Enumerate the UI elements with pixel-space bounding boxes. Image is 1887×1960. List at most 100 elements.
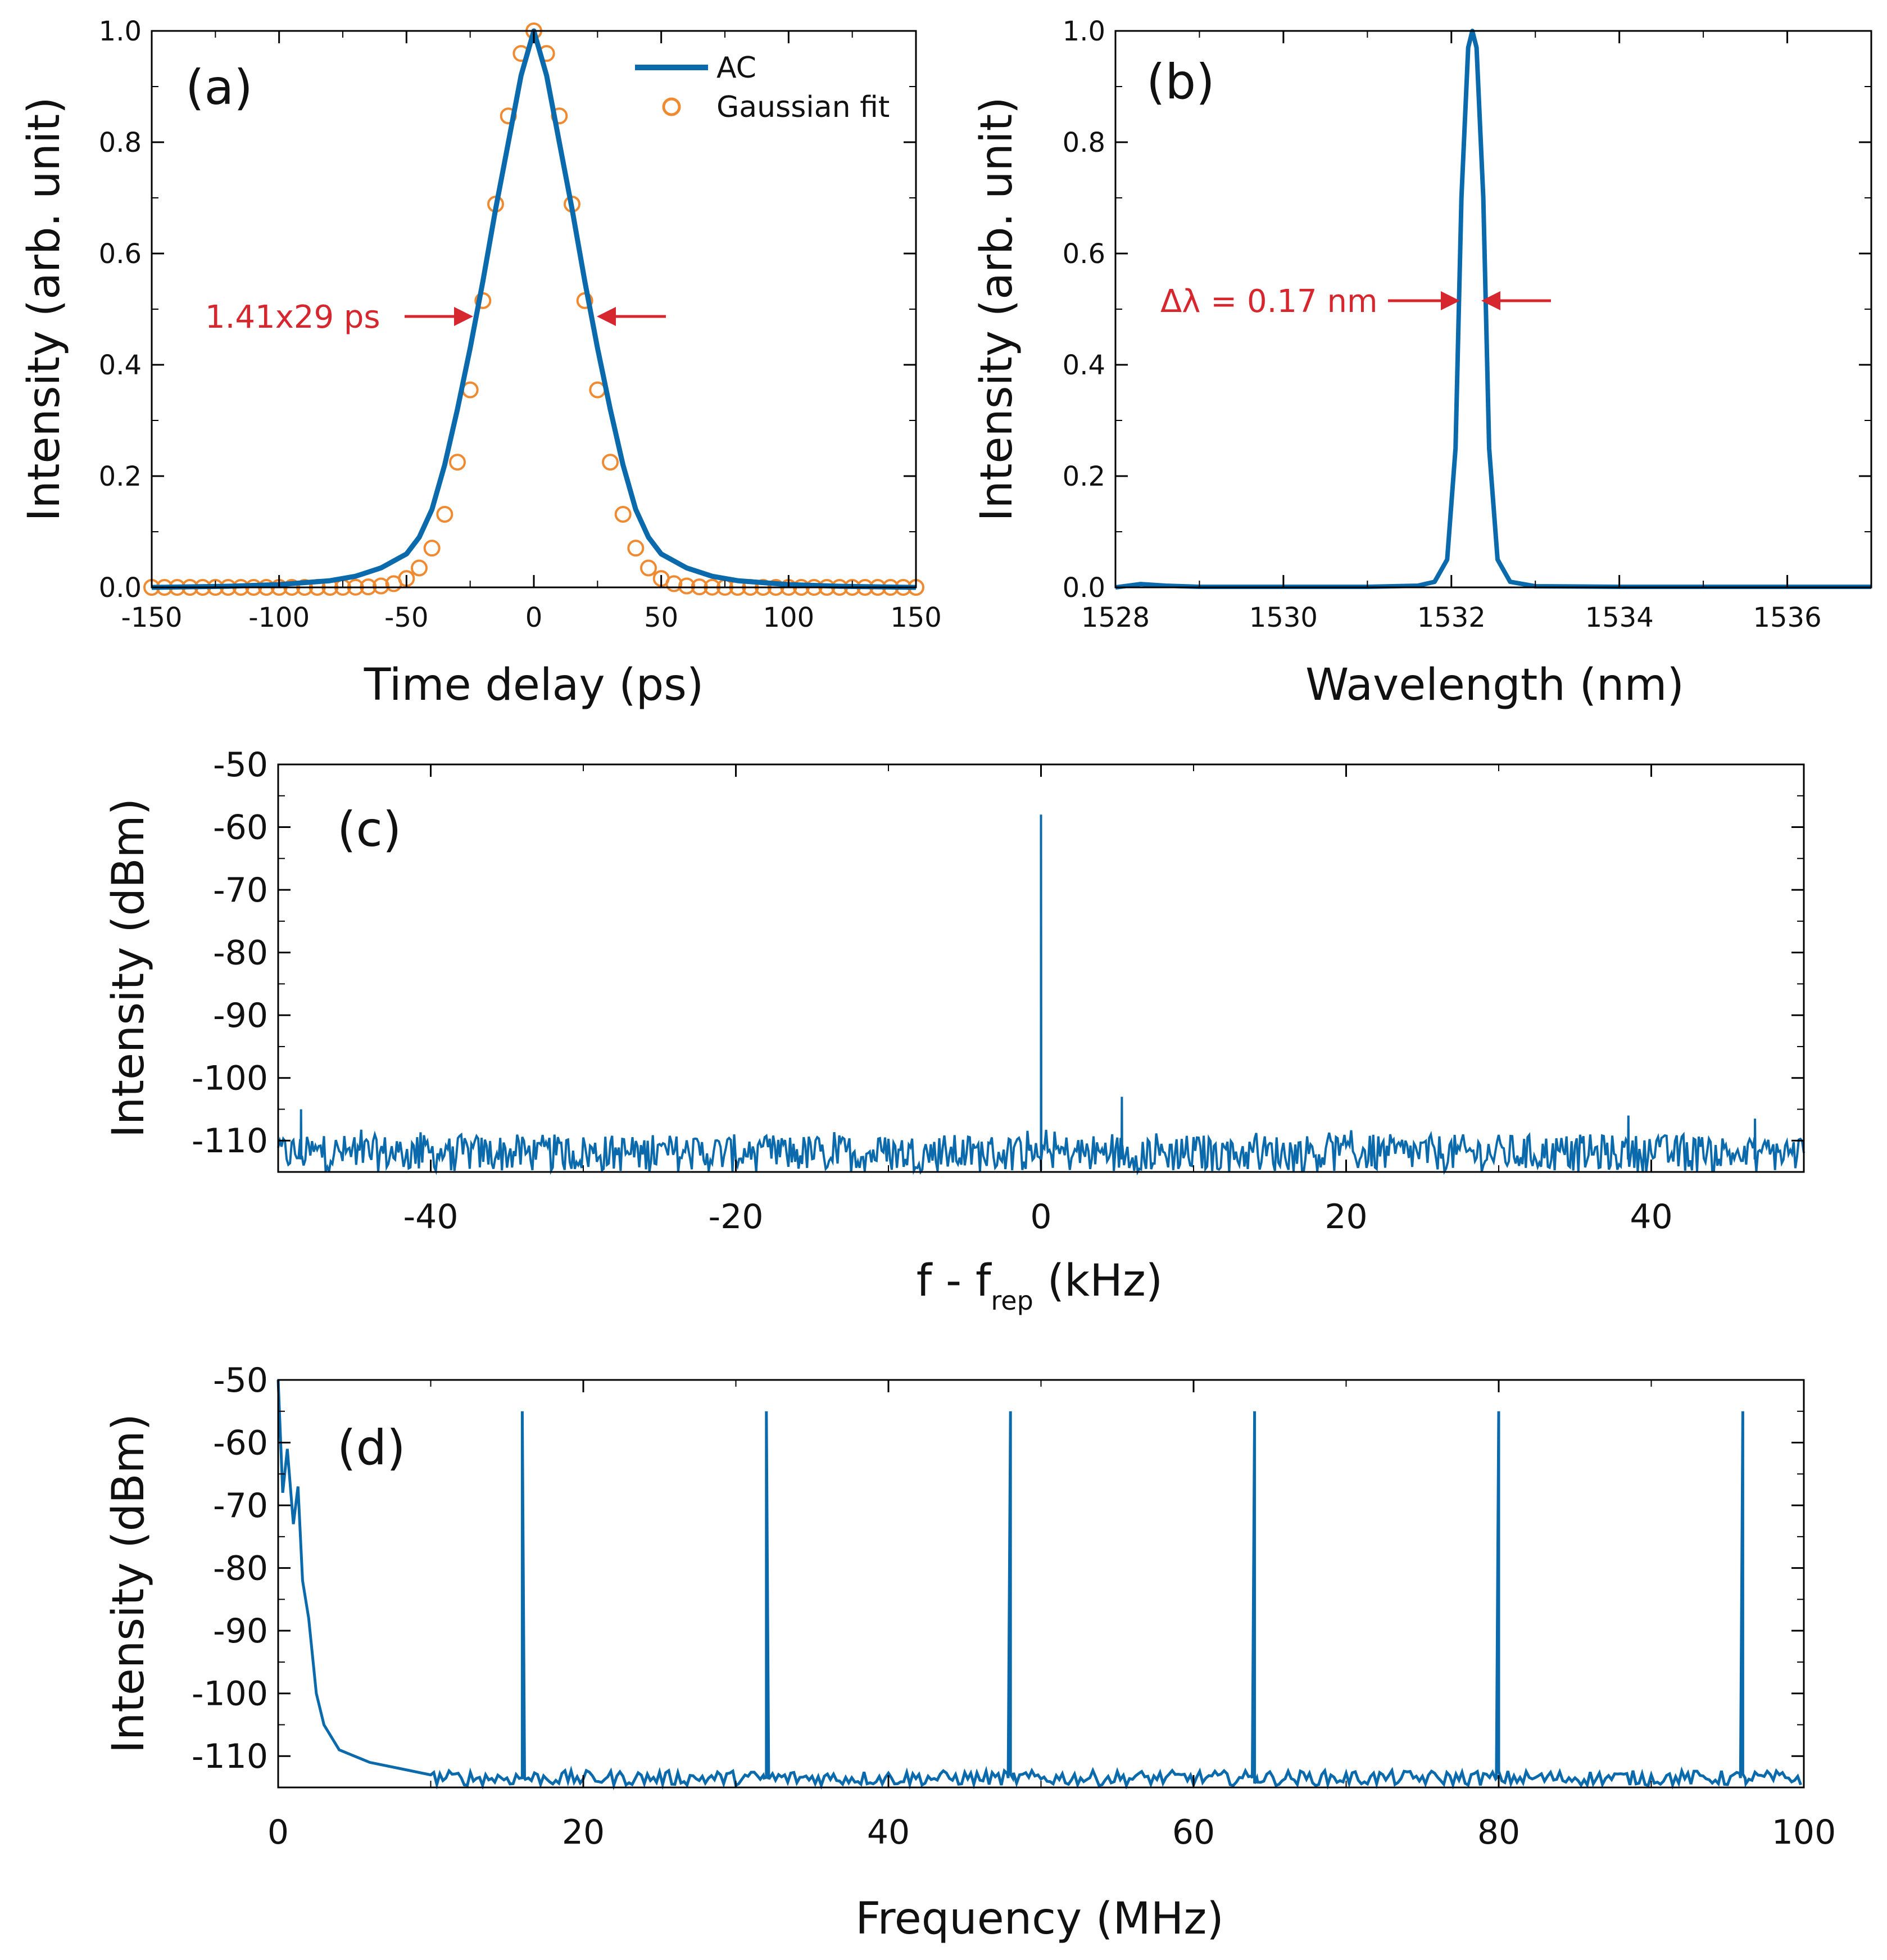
y-tick-label: -110 xyxy=(192,1121,268,1161)
y-tick-label: 1.0 xyxy=(1063,16,1105,47)
y-tick-label: 0.0 xyxy=(1063,572,1105,604)
x-tick-label: 80 xyxy=(1477,1813,1520,1852)
panel-a-annotation-text: 1.41x29 ps xyxy=(205,299,380,336)
fit-point xyxy=(436,506,453,523)
y-tick-label: -100 xyxy=(192,1059,268,1098)
y-tick-label: 0.6 xyxy=(99,238,142,270)
y-tick-label: -60 xyxy=(213,808,268,848)
y-tick-label: -50 xyxy=(213,745,268,785)
x-tick-label: 0 xyxy=(1030,1197,1051,1237)
panel-d-frame xyxy=(277,1379,1805,1789)
panel-b-ylabel: Intensity (arb. unit) xyxy=(972,97,1022,521)
panel-b-left-arrow-head xyxy=(1441,291,1460,310)
panel-b-label: (b) xyxy=(1146,54,1215,110)
panel-a-left-arrow-head xyxy=(454,307,473,326)
panel-d-xlabel: Frequency (MHz) xyxy=(855,1894,1224,1944)
panel-c-xlabel-main: f - f xyxy=(917,1256,992,1306)
y-tick-label: -100 xyxy=(192,1674,268,1714)
panel-c-xlabel-unit: (kHz) xyxy=(1033,1256,1163,1306)
legend-ac-label: AC xyxy=(716,51,756,85)
panel-a-autocorrelation: 0.0 0.2 0.4 0.6 0.8 1.0 -150 -100 -50 0 50 100 150 (… xyxy=(19,16,942,710)
rf-narrow-line xyxy=(277,814,1805,1176)
y-tick-label: -60 xyxy=(213,1424,268,1463)
y-tick-label: -70 xyxy=(213,1486,268,1526)
y-tick-label: 0.2 xyxy=(1063,461,1105,492)
panel-c-rf-narrow: -50 -60 -70 -80 -90 -100 -110 -40 -20 0 20 40 (c) f… xyxy=(103,745,1805,1316)
y-tick-label: -80 xyxy=(213,934,268,973)
fit-point xyxy=(614,506,632,523)
y-tick-label: -50 xyxy=(213,1361,268,1400)
x-tick-label: 1536 xyxy=(1753,602,1821,633)
fit-point xyxy=(602,454,619,471)
x-tick-label: 1530 xyxy=(1249,602,1318,633)
panel-a-ylabel: Intensity (arb. unit) xyxy=(19,97,70,521)
x-tick-label: -50 xyxy=(384,602,428,633)
x-tick-label: -100 xyxy=(248,602,310,633)
x-tick-label: 100 xyxy=(1772,1813,1836,1852)
panel-b-ticks: 0.0 0.2 0.4 0.6 0.8 1.0 1528 1530 1532 1534 1536 xyxy=(1063,16,1872,633)
fit-point xyxy=(627,540,645,557)
y-tick-label: 0.2 xyxy=(99,461,142,492)
panel-c-plot-area xyxy=(277,814,1805,1176)
y-tick-label: 0.0 xyxy=(99,572,142,604)
x-tick-label: 1532 xyxy=(1417,602,1486,633)
x-tick-label: 1534 xyxy=(1585,602,1654,633)
y-tick-label: 0.8 xyxy=(1063,127,1105,159)
panel-c-ylabel: Intensity (dBm) xyxy=(103,798,154,1138)
panel-c-xlabel: f - frep (kHz) xyxy=(917,1256,1163,1316)
panel-d-ticks: -50 -60 -70 -80 -90 -100 -110 0 20 40 60 80 100 xyxy=(192,1361,1836,1852)
rf-wide-line xyxy=(276,1379,1802,1791)
panel-c-ticks: -50 -60 -70 -80 -90 -100 -110 -40 -20 0 20 40 xyxy=(192,745,1804,1237)
x-tick-label: 40 xyxy=(867,1813,910,1852)
y-tick-label: 0.8 xyxy=(99,127,142,159)
panel-b-width-annotation: Δλ = 0.17 nm xyxy=(1160,283,1551,320)
x-tick-label: 1528 xyxy=(1081,602,1150,633)
panel-b-spectrum: 0.0 0.2 0.4 0.6 0.8 1.0 1528 1530 1532 1534 1536 (… xyxy=(972,16,1872,710)
panel-d-label: (d) xyxy=(337,1420,406,1476)
panel-a-fwhm-annotation: 1.41x29 ps xyxy=(205,299,666,336)
panel-b-xlabel: Wavelength (nm) xyxy=(1305,660,1684,710)
fit-point xyxy=(678,577,695,595)
panel-a-xlabel: Time delay (ps) xyxy=(364,660,704,710)
panel-b-right-arrow-head xyxy=(1481,291,1500,310)
x-tick-label: 60 xyxy=(1172,1813,1215,1852)
legend-fit-label: Gaussian fit xyxy=(716,90,890,124)
fit-point xyxy=(411,559,428,577)
fit-point xyxy=(423,540,441,557)
y-tick-label: -110 xyxy=(192,1737,268,1776)
y-tick-label: -90 xyxy=(213,996,268,1035)
x-tick-label: -40 xyxy=(403,1197,459,1237)
x-tick-label: -20 xyxy=(709,1197,764,1237)
y-tick-label: 1.0 xyxy=(99,16,142,47)
y-tick-label: 0.4 xyxy=(1063,350,1105,381)
panel-a-right-arrow-head xyxy=(597,307,616,326)
panel-a-label: (a) xyxy=(185,60,253,116)
x-tick-label: -150 xyxy=(121,602,183,633)
y-tick-label: 0.6 xyxy=(1063,238,1105,270)
y-tick-label: -70 xyxy=(213,871,268,910)
x-tick-label: 0 xyxy=(525,602,543,633)
x-tick-label: 50 xyxy=(644,602,678,633)
y-tick-label: -90 xyxy=(213,1612,268,1651)
panel-a-ticks: 0.0 0.2 0.4 0.6 0.8 1.0 -150 -100 -50 0 50 100 150 xyxy=(99,16,942,633)
fit-point xyxy=(449,454,466,471)
fit-point xyxy=(373,577,389,595)
x-tick-label: 100 xyxy=(763,602,815,633)
panel-c-xlabel-sub: rep xyxy=(991,1285,1033,1316)
panel-c-label: (c) xyxy=(337,802,401,858)
x-tick-label: 20 xyxy=(1324,1197,1367,1237)
legend-fit-marker xyxy=(662,97,681,116)
panel-a-legend: AC Gaussian fit xyxy=(635,51,890,124)
panel-b-annotation-text: Δλ = 0.17 nm xyxy=(1160,283,1378,320)
fit-point xyxy=(640,559,657,577)
x-tick-label: 150 xyxy=(890,602,942,633)
y-tick-label: -80 xyxy=(213,1549,268,1588)
x-tick-label: 20 xyxy=(562,1813,605,1852)
y-tick-label: 0.4 xyxy=(99,350,142,381)
x-tick-label: 40 xyxy=(1630,1197,1672,1237)
x-tick-label: 0 xyxy=(267,1813,289,1852)
fit-point xyxy=(665,575,683,592)
panel-d-ylabel: Intensity (dBm) xyxy=(103,1414,154,1753)
